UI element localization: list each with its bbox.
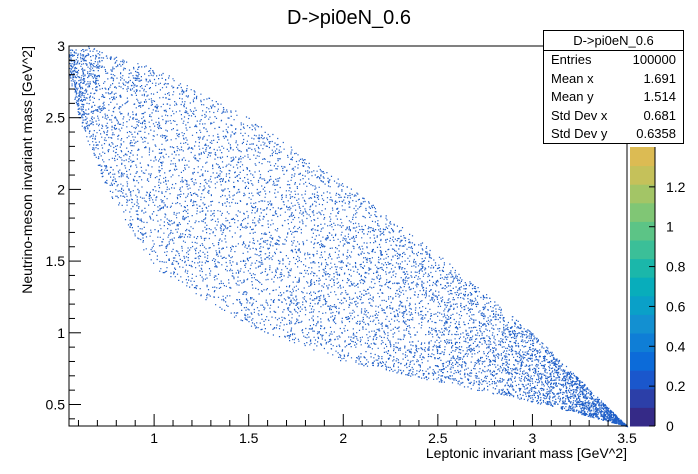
palette-band [630, 221, 655, 241]
palette-band [630, 314, 655, 334]
palette-tick-label: 0.4 [666, 338, 686, 354]
x-axis: 1 1.5 2 2.5 3 3.5 [77, 414, 637, 446]
palette-band [630, 333, 655, 353]
stats-row: Mean y 1.514 [544, 88, 683, 107]
stats-value: 0.681 [643, 107, 676, 123]
y-axis: 0.5 1 1.5 2 2.5 3 [46, 38, 81, 420]
y-tick-label: 2 [57, 181, 65, 197]
palette-band [630, 202, 655, 222]
x-tick-label: 1.5 [239, 430, 259, 446]
scatter-marks [69, 46, 629, 428]
palette-band [630, 407, 655, 427]
palette-band [630, 258, 655, 278]
palette-tick-label: 0 [666, 418, 674, 434]
palette-band [630, 277, 655, 297]
stats-title: D->pi0eN_0.6 [544, 31, 683, 51]
stats-row: Std Dev x 0.681 [544, 107, 683, 126]
palette-band [630, 351, 655, 371]
palette-tick-label: 1 [666, 219, 674, 235]
scatter-points [69, 46, 629, 428]
color-palette: 0 0.2 0.4 0.6 0.8 1 1.2 [630, 147, 686, 434]
y-tick-label: 0.5 [46, 396, 66, 412]
chart-title: D->pi0eN_0.6 [287, 7, 411, 29]
y-tick-label: 1.5 [46, 253, 66, 269]
palette-band [630, 147, 655, 167]
stats-rows: Entries 100000 Mean x 1.691 Mean y 1.514 Std D… [544, 51, 683, 144]
y-tick-label: 3 [57, 38, 65, 54]
x-tick-label: 3 [529, 430, 537, 446]
palette-band [630, 184, 655, 204]
palette-tick-label: 0.2 [666, 378, 686, 394]
y-axis-label: Neutrino-meson invariant mass [GeV^2] [19, 46, 35, 294]
palette-band [630, 370, 655, 390]
stats-row: Entries 100000 [544, 51, 683, 70]
palette-band [630, 240, 655, 260]
stats-box: D->pi0eN_0.6 Entries 100000 Mean x 1.691 Mea… [543, 30, 684, 144]
palette-tick-label: 0.8 [666, 259, 686, 275]
stats-label: Std Dev x [551, 107, 608, 123]
stats-value: 1.691 [643, 70, 676, 86]
x-axis-label: Leptonic invariant mass [GeV^2] [426, 445, 627, 461]
stats-label: Entries [551, 52, 592, 67]
y-tick-label: 2.5 [46, 110, 66, 126]
stats-value: 100000 [632, 52, 676, 67]
plot-frame [68, 45, 628, 427]
stats-label: Mean y [551, 89, 594, 105]
palette-band [630, 295, 655, 315]
stats-row: Mean x 1.691 [544, 70, 683, 89]
x-tick-label: 2 [339, 430, 347, 446]
x-tick-label: 1 [150, 430, 158, 446]
stats-row: Std Dev y 0.6358 [544, 125, 683, 144]
palette-tick-label: 0.6 [666, 298, 686, 314]
x-tick-label: 3.5 [617, 430, 637, 446]
stats-label: Mean x [551, 70, 594, 86]
palette-band [630, 388, 655, 408]
y-tick-label: 1 [57, 325, 65, 341]
x-tick-label: 2.5 [428, 430, 448, 446]
palette-band [630, 165, 655, 185]
stats-value: 1.514 [643, 89, 676, 105]
stats-label: Std Dev y [551, 126, 608, 142]
palette-tick-label: 1.2 [666, 179, 686, 195]
stats-value: 0.6358 [636, 126, 676, 142]
